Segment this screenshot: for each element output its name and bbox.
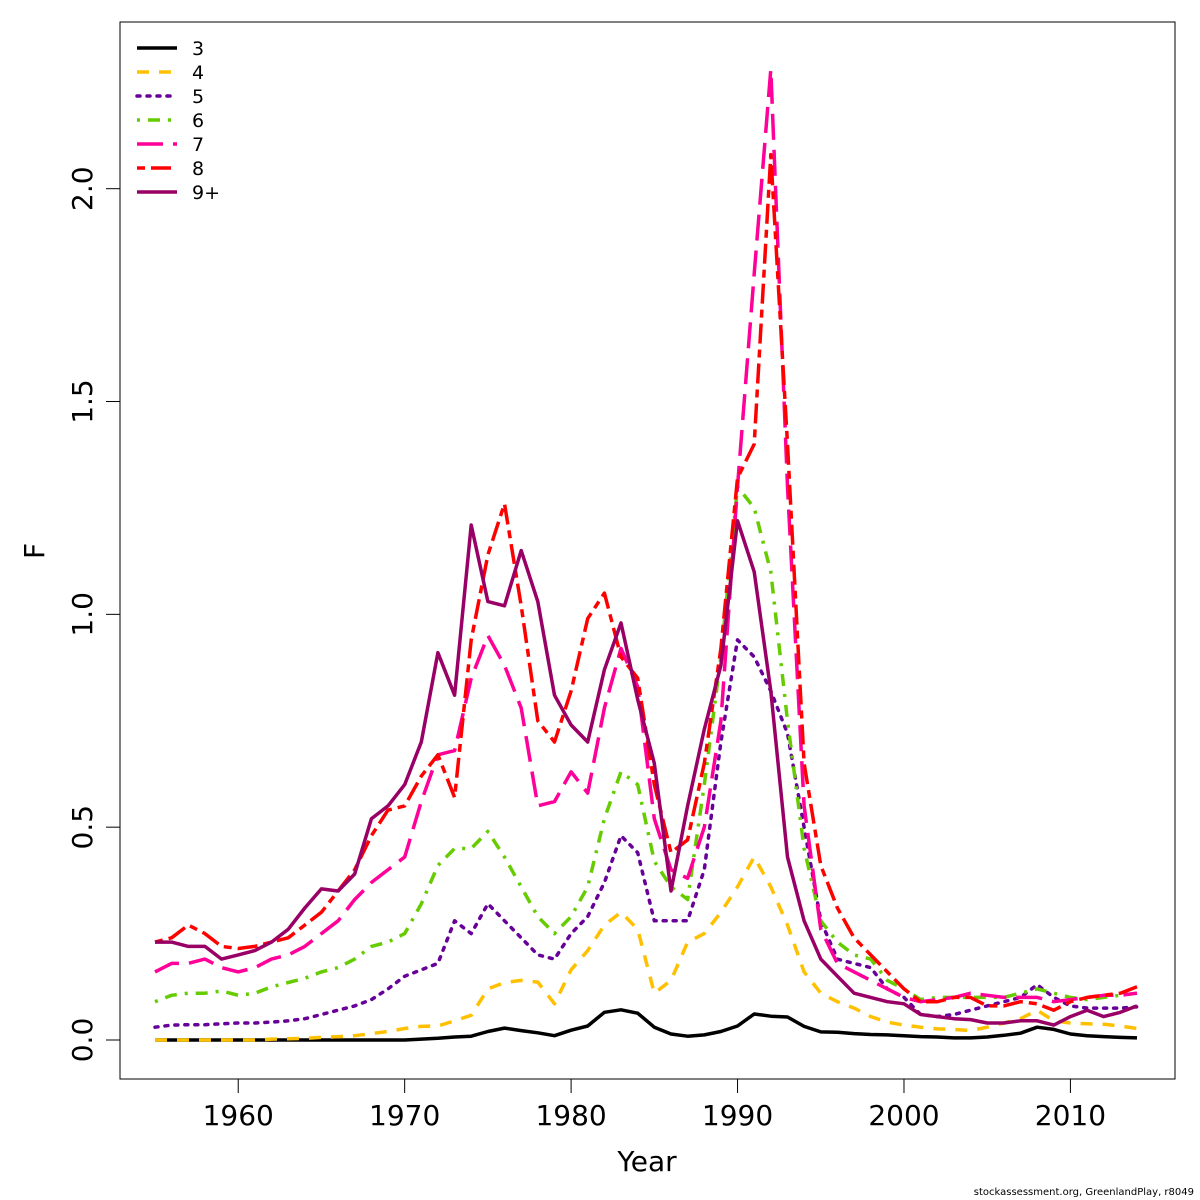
x-axis-label: Year — [616, 1145, 677, 1178]
y-tick-label: 0.5 — [66, 805, 99, 850]
legend-label-7: 7 — [192, 134, 204, 156]
credit-text: stockassessment.org, GreenlandPlay, r804… — [974, 1187, 1194, 1198]
series-lines — [153, 67, 1139, 1042]
x-tick-label: 1970 — [369, 1099, 440, 1132]
series-line-5 — [153, 638, 1139, 1029]
legend-label-9plus: 9+ — [192, 182, 220, 204]
legend-label-3: 3 — [192, 38, 204, 60]
y-tick-label: 1.0 — [66, 592, 99, 637]
y-axis: 0.0 0.5 1.0 1.5 2.0 — [66, 166, 121, 1063]
series-line-3 — [155, 1008, 1138, 1042]
series-line-7 — [154, 67, 1138, 1004]
legend-label-8: 8 — [192, 158, 204, 180]
x-tick-label: 2010 — [1035, 1099, 1106, 1132]
legend-label-6: 6 — [192, 110, 204, 132]
legend-label-5: 5 — [192, 86, 204, 108]
x-tick-label: 1960 — [203, 1099, 274, 1132]
x-tick-label: 1990 — [702, 1099, 773, 1132]
x-tick-label: 2000 — [868, 1099, 939, 1132]
y-tick-label: 2.0 — [66, 166, 99, 211]
series-line-4 — [155, 855, 1138, 1042]
y-axis-label: F — [18, 543, 51, 559]
legend-label-4: 4 — [192, 62, 204, 84]
x-axis: 1960 1970 1980 1990 2000 2010 — [203, 1078, 1106, 1132]
y-tick-label: 1.5 — [66, 379, 99, 424]
plot-frame — [119, 21, 1176, 1080]
series-line-6 — [154, 484, 1138, 1004]
x-tick-label: 1980 — [535, 1099, 606, 1132]
series-line-9plus — [155, 518, 1138, 1027]
y-tick-label: 0.0 — [66, 1018, 99, 1063]
